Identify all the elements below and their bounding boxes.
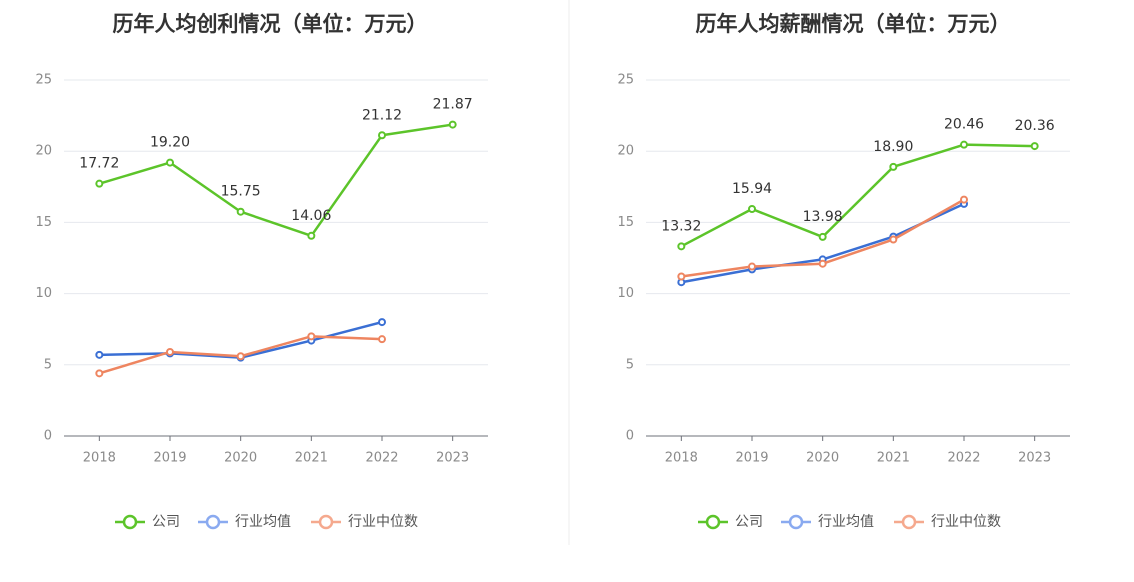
- y-tick-label: 5: [626, 357, 634, 372]
- chart-title: 历年人均创利情况（单位：万元）: [113, 12, 428, 36]
- industry-median-data-point[interactable]: [960, 195, 968, 204]
- data-label: 20.46: [944, 117, 984, 133]
- y-tick-label: 25: [617, 73, 634, 88]
- data-label: 13.32: [661, 218, 701, 234]
- legend-marker-icon: [318, 514, 334, 530]
- data-label: 21.12: [362, 107, 402, 123]
- company-data-point[interactable]: [448, 120, 457, 129]
- legend-item-industry-median[interactable]: 行业中位数: [311, 514, 418, 530]
- company-data-point[interactable]: [748, 205, 756, 214]
- y-tick-label: 20: [617, 144, 634, 159]
- chart-title: 历年人均薪酬情况（单位：万元）: [696, 12, 1011, 36]
- company-data-point[interactable]: [236, 207, 245, 216]
- legend-label: 行业中位数: [931, 514, 1001, 530]
- industry-median-data-point[interactable]: [677, 272, 686, 281]
- data-label: 18.90: [873, 139, 913, 155]
- industry-median-data-point[interactable]: [748, 262, 756, 271]
- company-series-line: [98, 123, 453, 238]
- data-label: 19.20: [150, 135, 190, 151]
- data-label: 15.75: [221, 184, 261, 200]
- profit-per-capita-chart: 历年人均创利情况（单位：万元） 0 5 10 15 20 25 2018 2019 2020 202…: [35, 12, 488, 530]
- industry-mean-data-point[interactable]: [378, 318, 386, 327]
- x-tick-label: 2023: [1018, 451, 1051, 466]
- y-tick-label: 20: [35, 144, 52, 159]
- industry-median-data-point[interactable]: [236, 352, 245, 361]
- x-tick-label: 2019: [735, 451, 768, 466]
- y-tick-label: 10: [35, 286, 52, 301]
- company-data-point[interactable]: [1030, 142, 1039, 151]
- data-label: 20.36: [1015, 118, 1055, 134]
- data-label: 17.72: [79, 156, 119, 172]
- company-data-point[interactable]: [307, 231, 316, 240]
- industry-median-data-point[interactable]: [889, 235, 898, 244]
- y-tick-label: 0: [44, 429, 52, 444]
- legend-item-company[interactable]: 公司: [698, 514, 763, 530]
- legend-marker-icon: [205, 514, 221, 530]
- x-tick-label: 2018: [83, 451, 116, 466]
- data-label: 13.98: [803, 209, 843, 225]
- industry-median-data-point[interactable]: [818, 259, 827, 268]
- y-tick-label: 15: [35, 215, 52, 230]
- legend-item-industry-median[interactable]: 行业中位数: [894, 514, 1001, 530]
- x-tick-label: 2022: [947, 451, 980, 466]
- y-tick-label: 10: [617, 286, 634, 301]
- company-series-line: [680, 143, 1035, 248]
- x-tick-label: 2021: [877, 451, 910, 466]
- legend-marker-icon: [901, 514, 917, 530]
- data-label: 15.94: [732, 181, 772, 197]
- legend-label: 公司: [735, 514, 763, 530]
- x-tick-label: 2023: [436, 451, 469, 466]
- x-tick-label: 2022: [365, 451, 398, 466]
- legend-label: 行业均值: [818, 514, 874, 530]
- x-tick-label: 2019: [153, 451, 186, 466]
- legend-marker-icon: [122, 514, 138, 530]
- x-tick-label: 2021: [295, 451, 328, 466]
- industry-median-data-point[interactable]: [166, 347, 174, 356]
- x-tick-label: 2018: [665, 451, 698, 466]
- x-tick-label: 2020: [224, 451, 257, 466]
- y-tick-label: 15: [617, 215, 634, 230]
- legend-label: 行业均值: [235, 514, 291, 530]
- legend-label: 公司: [152, 514, 180, 530]
- y-tick-label: 5: [44, 357, 52, 372]
- company-data-point[interactable]: [95, 179, 104, 188]
- salary-per-capita-chart: 历年人均薪酬情况（单位：万元） 0 5 10 15 20 25 2018 2019 2020 202…: [617, 12, 1070, 530]
- company-data-point[interactable]: [378, 131, 386, 140]
- industry-mean-data-point[interactable]: [95, 350, 104, 359]
- y-tick-label: 0: [626, 429, 634, 444]
- company-data-point[interactable]: [960, 140, 968, 149]
- legend-marker-icon: [788, 514, 804, 530]
- industry-median-data-point[interactable]: [95, 369, 104, 378]
- legend-item-industry-mean[interactable]: 行业均值: [198, 514, 291, 530]
- legend-item-industry-mean[interactable]: 行业均值: [781, 514, 874, 530]
- y-tick-label: 25: [35, 73, 52, 88]
- x-tick-label: 2020: [806, 451, 839, 466]
- data-label: 14.06: [291, 208, 331, 224]
- industry-median-data-point[interactable]: [378, 335, 386, 344]
- company-data-point[interactable]: [818, 232, 827, 241]
- industry-median-data-point[interactable]: [307, 332, 316, 341]
- data-label: 21.87: [433, 97, 473, 113]
- company-data-point[interactable]: [889, 162, 898, 171]
- legend-label: 行业中位数: [348, 514, 418, 530]
- legend-item-company[interactable]: 公司: [115, 514, 180, 530]
- company-data-point[interactable]: [166, 158, 174, 167]
- legend-marker-icon: [705, 514, 721, 530]
- company-data-point[interactable]: [677, 242, 686, 251]
